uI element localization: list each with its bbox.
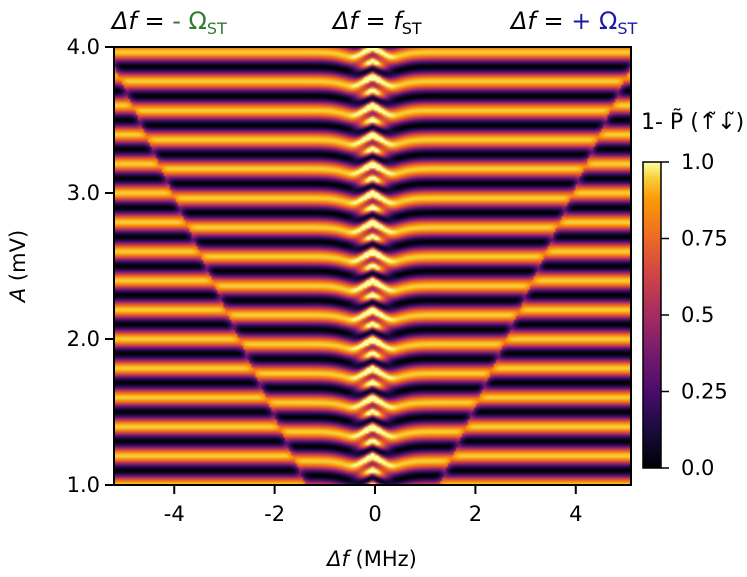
colorbar-ticks: 0.0 0.25 0.5 0.75 1.0: [661, 150, 728, 480]
colorbar-tick-label: 0.5: [681, 303, 714, 327]
annotation-minus-omega: Δf = - ΩST: [110, 7, 227, 38]
annotation-f-st: Δf = fST: [331, 7, 422, 38]
plot-frame: [113, 46, 632, 486]
y-axis-label: A (mV): [6, 230, 30, 304]
colorbar-label: 1- P̃ (↑̃↓̃): [641, 109, 744, 135]
y-tick-label: 4.0: [67, 35, 100, 59]
colorbar-tick-label: 0.75: [681, 227, 728, 251]
colorbar-tick-label: 0.25: [681, 380, 728, 404]
x-tick-label: -2: [264, 502, 285, 526]
x-tick-label: 4: [569, 502, 582, 526]
x-axis-label: Δf (MHz): [325, 547, 417, 571]
colorbar-tick-label: 0.0: [681, 456, 714, 480]
x-tick-label: 0: [368, 502, 381, 526]
heatmap-image: [114, 47, 631, 485]
annotation-plus-omega: Δf = + ΩST: [509, 7, 637, 38]
x-tick-label: 2: [469, 502, 482, 526]
y-tick-label: 2.0: [67, 327, 100, 351]
y-axis: 1.0 2.0 3.0 4.0: [67, 35, 114, 497]
x-axis: -4 -2 0 2 4: [164, 485, 582, 526]
y-tick-label: 3.0: [67, 181, 100, 205]
colorbar-tick-label: 1.0: [681, 150, 714, 174]
colorbar: [642, 161, 662, 469]
y-tick-label: 1.0: [67, 473, 100, 497]
x-tick-label: -4: [164, 502, 185, 526]
